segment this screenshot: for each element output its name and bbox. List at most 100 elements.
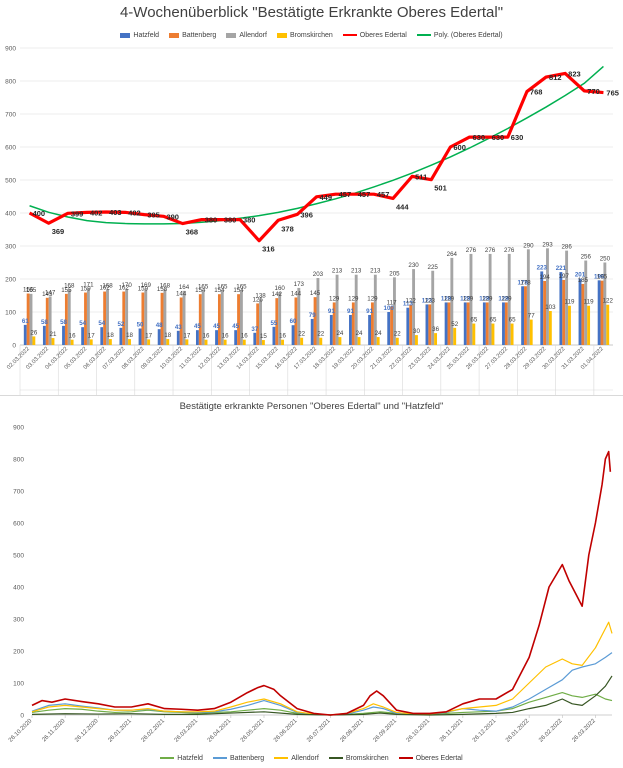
data-label-battenberg: 156 (23, 287, 34, 294)
data-label-hatzfeld: 61 (22, 318, 29, 325)
data-label-allendorf: 256 (581, 254, 592, 261)
bar-battenberg (275, 298, 279, 345)
bar-battenberg (524, 286, 527, 345)
data-label-oberes-edertal: 369 (52, 227, 65, 236)
data-label-allendorf: 160 (275, 285, 286, 292)
data-label-hatzfeld: 129 (498, 295, 509, 302)
x-tick-label: 26.11.2020 (41, 718, 67, 744)
bar-battenberg (313, 297, 317, 345)
bar-hatzfeld (23, 324, 27, 345)
legend-label: Allendorf (239, 32, 267, 39)
legend-swatch (226, 32, 237, 38)
data-label-hatzfeld: 223 (537, 264, 548, 271)
data-label-bromskirchen: 65 (470, 317, 477, 324)
bar-allendorf (144, 289, 148, 345)
bar-battenberg (64, 293, 68, 345)
data-label-battenberg: 145 (310, 290, 321, 297)
data-label-allendorf: 170 (121, 282, 132, 289)
x-tick-label: 26.08.2021 (339, 718, 365, 744)
bar-allendorf (316, 278, 320, 345)
data-label-oberes-edertal: 457 (377, 190, 390, 199)
legend-label: Allendorf (291, 755, 319, 762)
data-label-oberes-edertal: 444 (396, 202, 409, 211)
bar-battenberg (141, 292, 145, 345)
y-tick-label: 600 (5, 145, 16, 152)
bar-allendorf (354, 274, 358, 345)
bar-hatzfeld (157, 329, 161, 345)
bar-allendorf (565, 250, 569, 345)
legend-label: Oberes Edertal (359, 32, 407, 39)
bar-bromskirchen (108, 339, 112, 345)
data-label-battenberg: 178 (520, 279, 531, 286)
data-label-bromskirchen: 17 (183, 332, 190, 339)
bar-bromskirchen (453, 327, 457, 345)
bar-allendorf (335, 274, 339, 345)
data-label-battenberg: 195 (597, 274, 608, 281)
legend-label: Hatzfeld (133, 32, 160, 39)
data-label-bromskirchen: 22 (317, 331, 324, 338)
chart-confirmed-persons: Bestätigte erkrankte Personen "Oberes Ed… (0, 396, 623, 768)
y-tick-label: 400 (5, 211, 16, 218)
bar-hatzfeld (559, 272, 563, 345)
bar-hatzfeld (368, 314, 372, 345)
bar-allendorf (201, 290, 205, 345)
data-label-bromskirchen: 15 (260, 333, 267, 340)
legend-label: Oberes Edertal (415, 755, 463, 762)
legend-item-poly-oberes-edertal: Poly. (Oberes Edertal) (416, 32, 503, 39)
data-label-battenberg: 159 (138, 286, 149, 293)
data-label-allendorf: 225 (428, 264, 439, 271)
data-label-bromskirchen: 36 (432, 326, 439, 333)
data-label-battenberg: 194 (539, 274, 550, 281)
bar-hatzfeld (521, 286, 525, 345)
bar-allendorf (67, 289, 71, 345)
bar-battenberg (581, 283, 585, 345)
data-label-battenberg: 158 (157, 286, 168, 293)
legend: Hatzfeld Battenberg Allendorf Bromskirchen O… (0, 32, 623, 39)
x-tick-label: 26.10.2020 (8, 718, 34, 744)
bar-hatzfeld (482, 302, 486, 345)
chart-title: 4-Wochenüberblick "Bestätigte Erkrankte … (119, 4, 504, 21)
data-label-hatzfeld: 43 (175, 324, 182, 331)
bar-bromskirchen (472, 323, 476, 345)
bar-hatzfeld (138, 328, 142, 345)
data-label-allendorf: 168 (160, 283, 171, 290)
data-label-hatzfeld: 129 (479, 295, 490, 302)
data-label-bromskirchen: 24 (356, 330, 363, 337)
data-label-oberes-edertal: 823 (568, 69, 581, 78)
data-label-allendorf: 264 (447, 251, 458, 258)
bar-hatzfeld (215, 330, 218, 345)
bar-bromskirchen (300, 337, 304, 345)
legend-item-oberes-edertal: Oberes Edertal (342, 32, 407, 39)
bar-bromskirchen (166, 339, 170, 345)
data-label-bromskirchen: 18 (164, 332, 171, 339)
data-label-bromskirchen: 103 (545, 304, 556, 311)
bar-allendorf (297, 287, 301, 345)
data-label-battenberg: 129 (329, 295, 340, 302)
bar-hatzfeld (387, 312, 391, 345)
bar-hatzfeld (195, 330, 199, 345)
data-label-oberes-edertal: 511 (415, 172, 427, 181)
data-label-bromskirchen: 18 (107, 332, 114, 339)
data-label-oberes-edertal: 380 (243, 216, 256, 225)
data-label-battenberg: 144 (291, 290, 302, 297)
legend-item-battenberg: Battenberg (169, 32, 216, 39)
bar-battenberg (390, 306, 394, 345)
data-label-hatzfeld: 123 (422, 297, 433, 304)
bar-bromskirchen (185, 339, 189, 345)
y-tick-label: 200 (13, 649, 24, 656)
data-label-bromskirchen: 16 (203, 333, 210, 340)
y-tick-label: 0 (12, 343, 16, 350)
bar-hatzfeld (444, 302, 448, 345)
line-allendorf (31, 621, 613, 716)
x-tick-label: 26.01.2021 (107, 718, 133, 744)
data-label-hatzfeld: 45 (232, 323, 239, 330)
data-label-bromskirchen: 16 (222, 333, 229, 340)
bar-hatzfeld (176, 330, 180, 345)
bar-allendorf (393, 277, 396, 345)
data-label-allendorf: 230 (408, 262, 419, 269)
bar-bromskirchen (415, 335, 418, 345)
legend-swatch (274, 757, 289, 760)
bar-battenberg (562, 279, 566, 345)
data-label-battenberg: 129 (463, 295, 474, 302)
legend-item-hatzfeld: Hatzfeld (160, 755, 203, 762)
